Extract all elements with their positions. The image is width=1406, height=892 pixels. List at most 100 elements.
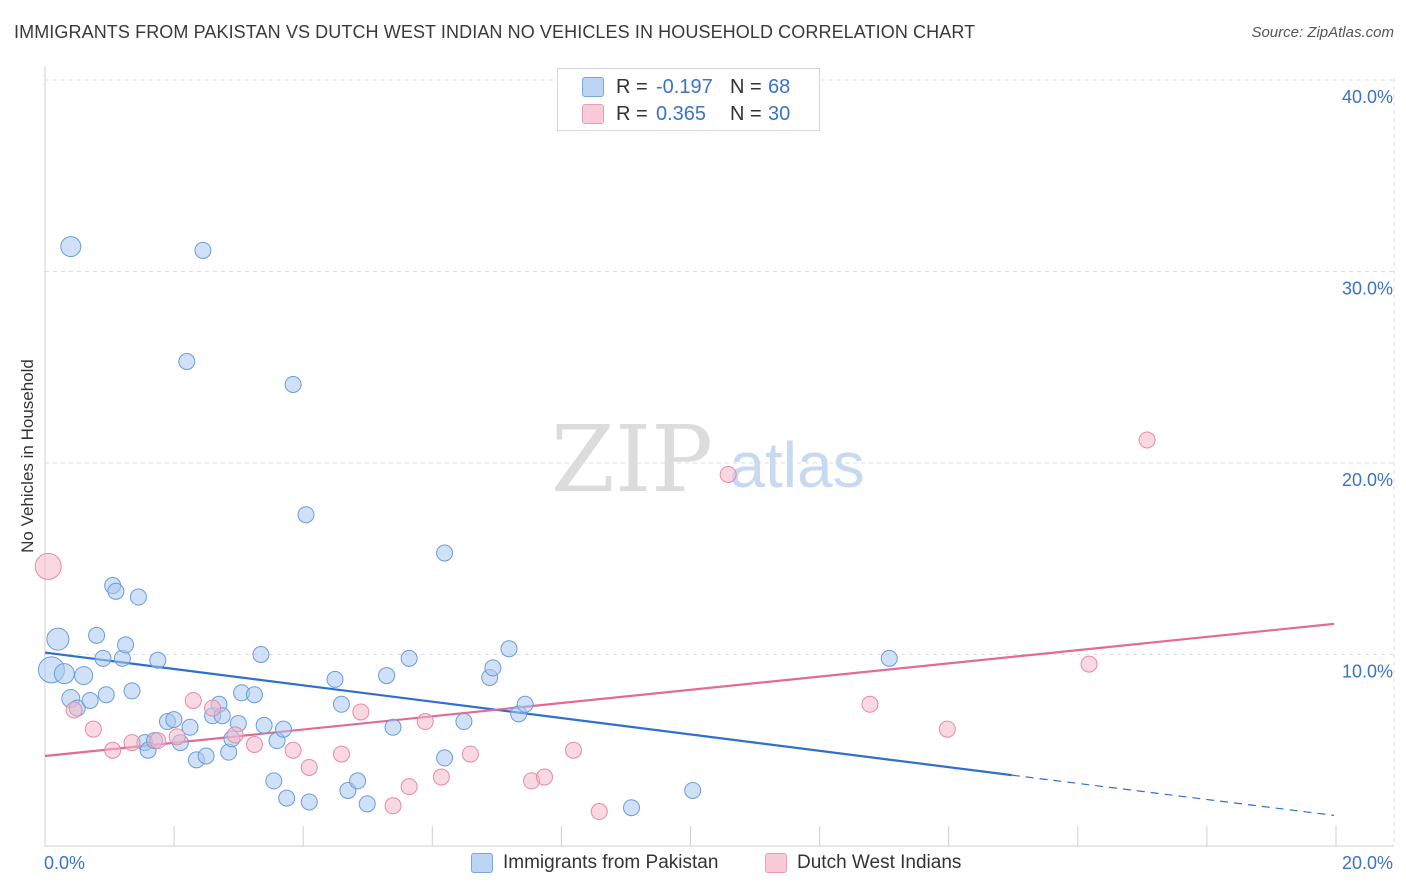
point-pakistan <box>684 781 702 799</box>
point-pakistan <box>181 718 199 736</box>
series-legend: Immigrants from Pakistan Dutch West Indi… <box>0 852 1406 878</box>
point-pakistan <box>252 646 270 663</box>
point-pakistan <box>97 686 115 704</box>
point-dutch-west-indian <box>400 778 418 796</box>
point-pakistan <box>284 375 302 393</box>
point-pakistan <box>53 663 75 685</box>
x-tick-label: 20.0% <box>1342 853 1393 873</box>
watermark-atlas: atlas <box>729 429 864 501</box>
point-pakistan <box>74 666 94 686</box>
point-pakistan <box>500 640 518 658</box>
point-pakistan <box>332 695 350 713</box>
legend-item-dutch: Dutch West Indians <box>765 852 961 874</box>
point-pakistan <box>149 651 167 669</box>
point-pakistan <box>46 627 70 651</box>
point-dutch-west-indian <box>416 713 434 731</box>
legend-row-dutch: R = 0.365 N = 30 <box>582 102 790 126</box>
trend-line-1 <box>44 622 1335 758</box>
point-dutch-west-indian <box>34 552 62 580</box>
point-pakistan <box>107 582 125 600</box>
point-dutch-west-indian <box>104 741 122 759</box>
point-pakistan <box>436 749 454 767</box>
point-pakistan <box>300 793 318 811</box>
point-dutch-west-indian <box>352 703 370 721</box>
point-pakistan <box>326 670 344 688</box>
point-dutch-west-indian <box>184 691 202 709</box>
r-value: 0.365 <box>656 102 707 125</box>
point-dutch-west-indian <box>226 726 244 744</box>
point-pakistan <box>129 588 147 606</box>
point-pakistan <box>358 795 376 813</box>
point-dutch-west-indian <box>300 758 318 776</box>
x-tick-label: 0.0% <box>44 853 85 873</box>
point-dutch-west-indian <box>564 741 582 759</box>
legend-label-dutch: Dutch West Indians <box>797 852 962 873</box>
point-pakistan <box>123 682 141 700</box>
point-pakistan <box>297 506 315 524</box>
trend-line-0 <box>44 651 1012 777</box>
legend-swatch-pakistan <box>471 853 493 873</box>
point-pakistan <box>178 353 196 371</box>
point-dutch-west-indian <box>461 745 479 763</box>
point-dutch-west-indian <box>65 701 83 719</box>
point-pakistan <box>265 772 283 790</box>
point-dutch-west-indian <box>719 465 737 483</box>
point-pakistan <box>455 713 473 731</box>
y-tick-label: 20.0% <box>1342 470 1393 490</box>
y-tick-label: 40.0% <box>1342 87 1393 107</box>
point-pakistan <box>60 236 82 258</box>
point-dutch-west-indian <box>149 732 167 750</box>
source-label: Source: ZipAtlas.com <box>1251 24 1394 41</box>
point-dutch-west-indian <box>168 728 186 746</box>
point-pakistan <box>117 636 135 654</box>
legend-row-pakistan: R = -0.197 N = 68 <box>582 75 790 99</box>
point-dutch-west-indian <box>861 695 879 713</box>
n-value: 68 <box>768 75 791 98</box>
point-pakistan <box>165 711 183 729</box>
point-pakistan <box>622 799 640 817</box>
y-tick-label: 10.0% <box>1342 662 1393 682</box>
y-tick-label: 30.0% <box>1342 279 1393 299</box>
point-pakistan <box>88 626 106 644</box>
point-pakistan <box>245 686 263 704</box>
legend-swatch-pakistan <box>582 77 604 97</box>
point-dutch-west-indian <box>1138 431 1156 449</box>
trend-line-extension <box>1011 774 1335 816</box>
correlation-legend: R = -0.197 N = 68 R = 0.365 N = 30 <box>557 68 820 131</box>
point-pakistan <box>274 720 292 738</box>
point-dutch-west-indian <box>332 745 350 763</box>
n-label: N = <box>730 75 762 98</box>
point-dutch-west-indian <box>384 797 402 815</box>
point-pakistan <box>400 649 418 667</box>
point-pakistan <box>484 659 502 677</box>
point-pakistan <box>94 649 112 667</box>
point-dutch-west-indian <box>590 803 608 821</box>
point-dutch-west-indian <box>938 720 956 738</box>
point-dutch-west-indian <box>1080 655 1098 673</box>
point-pakistan <box>436 544 454 562</box>
point-pakistan <box>880 649 898 667</box>
point-dutch-west-indian <box>535 768 553 786</box>
watermark-zip: ZIP <box>551 406 713 513</box>
legend-item-pakistan: Immigrants from Pakistan <box>471 852 718 874</box>
point-dutch-west-indian <box>432 768 450 786</box>
n-label: N = <box>730 102 762 125</box>
r-label: R = <box>616 102 648 125</box>
point-pakistan <box>255 716 273 734</box>
watermark: ZIP atlas <box>551 406 865 513</box>
point-dutch-west-indian <box>284 741 302 759</box>
legend-label-pakistan: Immigrants from Pakistan <box>503 852 719 873</box>
n-value: 30 <box>768 102 791 125</box>
legend-swatch-dutch <box>582 104 604 124</box>
point-pakistan <box>278 789 296 807</box>
point-dutch-west-indian <box>84 720 102 738</box>
point-pakistan <box>384 718 402 736</box>
point-pakistan <box>378 667 396 685</box>
point-dutch-west-indian <box>204 699 222 717</box>
chart-title: IMMIGRANTS FROM PAKISTAN VS DUTCH WEST I… <box>14 22 976 42</box>
point-pakistan <box>81 691 99 709</box>
point-pakistan <box>349 772 367 790</box>
point-dutch-west-indian <box>245 736 263 754</box>
legend-swatch-dutch <box>765 853 787 873</box>
